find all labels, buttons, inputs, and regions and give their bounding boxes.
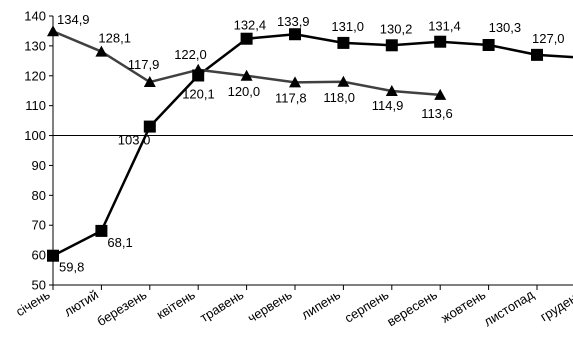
square-marker [240,32,253,45]
triangle-marker [337,75,350,87]
square-marker [482,38,495,51]
square-marker [95,224,108,237]
y-tick-label: 100 [24,128,46,143]
data-label: 131,4 [428,19,461,34]
triangle-marker [434,88,447,100]
triangle-marker [289,76,301,88]
triangle-marker [385,85,398,97]
data-label: 59,8 [59,260,84,275]
data-label: 130,3 [489,20,522,35]
x-tick-label: серпень [342,287,392,326]
data-label: 131,0 [331,19,364,34]
data-label: 120,0 [228,84,261,99]
y-tick-label: 60 [32,248,46,263]
x-tick-label: листопад [481,287,537,330]
series-line-square [52,32,573,257]
data-label: 120,1 [182,86,215,101]
data-label: 122,0 [174,47,207,62]
y-tick-label: 140 [24,9,46,24]
x-tick-label: грудень [537,287,573,325]
triangle-marker [240,69,253,81]
x-tick-label: червень [245,287,295,326]
y-tick-label: 90 [32,158,46,173]
x-tick-label: жовтень [438,287,488,326]
x-tick-label: вересень [384,287,440,330]
triangle-marker [192,63,205,75]
triangle-marker [95,45,108,57]
square-marker [434,35,447,48]
y-tick-label: 120 [24,68,46,83]
data-label: 103,0 [118,133,151,148]
data-label: 133,9 [277,14,310,29]
y-tick-label: 80 [32,188,46,203]
y-tick-label: 110 [25,98,46,113]
triangle-marker [47,25,59,37]
data-label: 114,9 [372,98,404,113]
data-label: 127,0 [532,31,565,46]
x-tick-label: липень [299,287,344,323]
y-tick-label: 130 [24,38,46,53]
data-label: 68,1 [107,235,132,250]
square-marker [47,249,59,262]
data-label: 117,9 [128,57,160,72]
data-label: 118,0 [323,90,355,105]
x-tick-label: березень [94,287,149,329]
triangle-marker [143,76,156,88]
square-marker [337,36,350,49]
y-tick-label: 70 [32,218,46,233]
square-marker [531,48,543,61]
x-tick-label: травень [197,287,246,325]
data-label: 134,9 [57,12,90,27]
x-tick-label: лютий [61,287,101,320]
data-label: 117,8 [275,90,307,105]
data-label: 113,6 [421,106,453,121]
x-tick-label: квітень [154,287,198,322]
square-marker [289,28,301,41]
square-marker [143,120,156,133]
square-marker [385,39,398,52]
axes [49,15,573,290]
data-label: 128,1 [98,31,131,46]
y-tick-label: 50 [32,278,46,293]
data-labels: 59,8 68,1 103,0 120,1 132,4 133,9 131,0 130,2 13… [57,12,565,275]
data-label: 130,2 [380,21,413,36]
data-markers [47,25,543,262]
data-label: 132,4 [234,18,267,33]
